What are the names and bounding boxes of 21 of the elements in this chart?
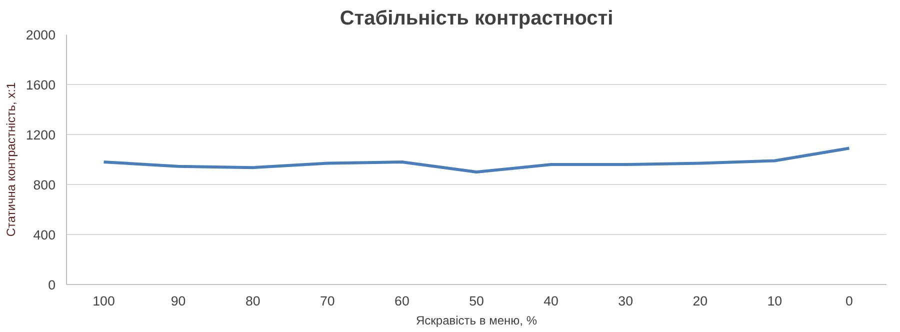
line-series	[102, 146, 851, 174]
y-tick-label: 1600	[26, 78, 56, 92]
x-tick-label: 0	[846, 294, 853, 308]
chart-title: Стабільність контрастності	[340, 8, 614, 30]
y-axis-title: Статична контрастність, x:1	[4, 82, 18, 237]
y-tick-label: 1200	[26, 128, 56, 142]
x-tick-label: 60	[394, 294, 410, 308]
x-tick-label: 30	[618, 294, 634, 308]
x-tick-label: 70	[320, 294, 335, 308]
y-tick-label: 400	[33, 228, 56, 242]
y-tick-label: 800	[33, 178, 56, 192]
x-axis-title: Яскравість в меню, %	[416, 314, 538, 328]
x-tick-label: 40	[544, 294, 558, 308]
x-tick-label: 20	[692, 294, 708, 308]
x-tick-label: 10	[767, 294, 782, 308]
x-tick-label: 90	[170, 294, 186, 308]
y-tick-label: 0	[48, 278, 56, 292]
x-tick-label: 50	[469, 294, 484, 308]
x-tick-label: 80	[245, 294, 260, 308]
y-tick-label: 2000	[26, 28, 56, 42]
x-tick-label: 100	[92, 294, 115, 308]
